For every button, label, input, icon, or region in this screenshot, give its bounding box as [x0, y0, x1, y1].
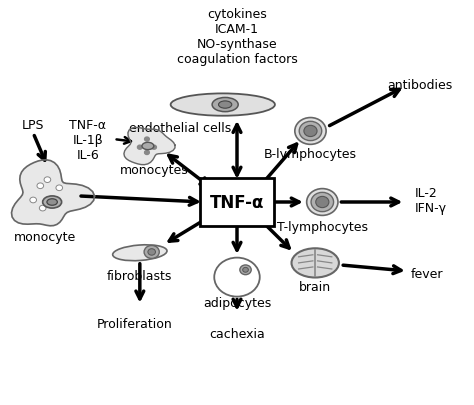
Circle shape — [144, 246, 159, 259]
Text: B-lymphocytes: B-lymphocytes — [264, 148, 357, 161]
Text: monocytes: monocytes — [119, 164, 189, 177]
Text: TNF-α
IL-1β
IL-6: TNF-α IL-1β IL-6 — [69, 118, 106, 161]
Text: cytokines
ICAM-1
NO-synthase
coagulation factors: cytokines ICAM-1 NO-synthase coagulation… — [177, 8, 297, 66]
Ellipse shape — [113, 245, 167, 261]
Text: IL-2
IFN-γ: IL-2 IFN-γ — [415, 187, 447, 214]
Ellipse shape — [47, 199, 57, 206]
Circle shape — [44, 177, 51, 183]
Circle shape — [240, 265, 251, 275]
Circle shape — [311, 193, 334, 212]
Text: fever: fever — [410, 267, 443, 280]
Circle shape — [307, 189, 338, 216]
Circle shape — [214, 258, 260, 297]
Circle shape — [295, 118, 326, 145]
Circle shape — [152, 146, 156, 150]
Circle shape — [137, 146, 142, 150]
Circle shape — [39, 206, 46, 211]
Text: antibodies: antibodies — [387, 79, 452, 92]
Circle shape — [37, 183, 44, 189]
Circle shape — [54, 202, 60, 207]
Circle shape — [316, 197, 329, 208]
Circle shape — [243, 268, 248, 273]
Circle shape — [56, 185, 63, 191]
Ellipse shape — [212, 98, 238, 113]
Text: T-lymphocytes: T-lymphocytes — [277, 221, 368, 234]
Circle shape — [145, 151, 149, 155]
Circle shape — [299, 122, 322, 141]
Text: endothelial cells: endothelial cells — [129, 122, 231, 134]
Ellipse shape — [171, 94, 275, 117]
Text: LPS: LPS — [22, 119, 45, 132]
Ellipse shape — [292, 249, 339, 278]
Text: adipocytes: adipocytes — [203, 296, 271, 309]
Ellipse shape — [219, 102, 232, 109]
Text: Proliferation: Proliferation — [97, 318, 173, 330]
FancyBboxPatch shape — [200, 179, 274, 226]
Circle shape — [304, 126, 317, 137]
Ellipse shape — [142, 143, 154, 150]
Circle shape — [148, 249, 155, 256]
Text: cachexia: cachexia — [209, 328, 265, 341]
Ellipse shape — [43, 196, 62, 209]
Text: monocyte: monocyte — [14, 230, 76, 243]
Circle shape — [145, 138, 149, 142]
Text: TNF-α: TNF-α — [210, 194, 264, 211]
Polygon shape — [11, 160, 94, 226]
Circle shape — [30, 198, 36, 203]
Polygon shape — [124, 128, 175, 165]
Text: fibroblasts: fibroblasts — [107, 269, 173, 282]
Text: brain: brain — [299, 281, 331, 294]
